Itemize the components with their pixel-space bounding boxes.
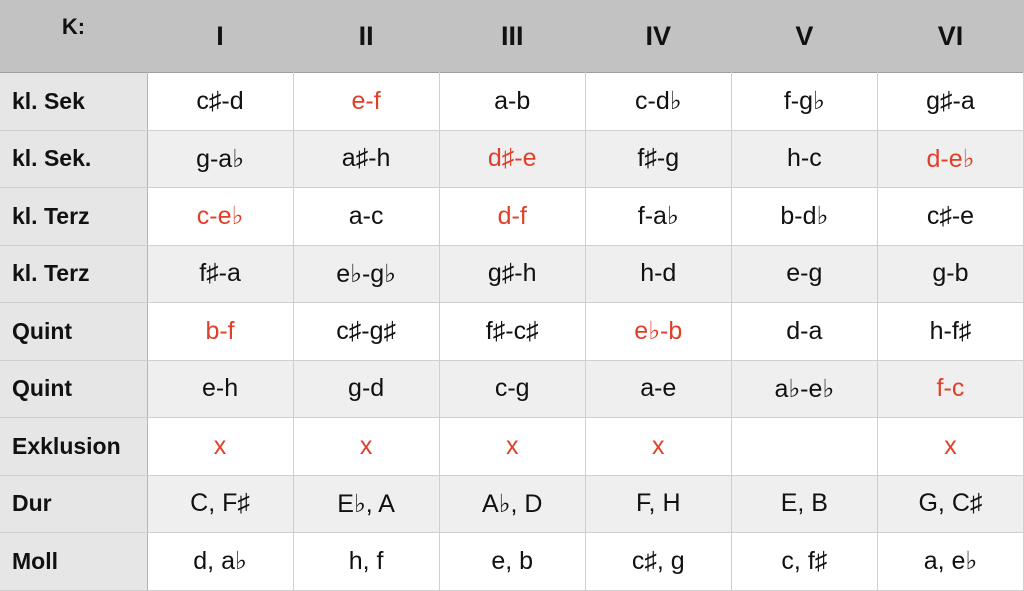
table-row: kl. Terz f♯-a e♭-g♭ g♯-h h-d e-g g-b <box>0 244 1024 303</box>
table-cell: h-f♯ <box>876 302 1024 361</box>
table-cell: a-c <box>292 187 440 246</box>
table-cell: d, a♭ <box>146 532 294 591</box>
table-cell: a-b <box>438 72 586 131</box>
table-cell: g-a♭ <box>146 129 294 188</box>
table-cell: x <box>292 417 440 476</box>
table-cell: F, H <box>584 474 732 533</box>
table-row: kl. Sek. g-a♭ a♯-h d♯-e f♯-g h-c d-e♭ <box>0 129 1024 188</box>
table-cell: b-f <box>146 302 294 361</box>
row-label: Moll <box>0 532 148 591</box>
table-cell: x <box>146 417 294 476</box>
table-cell: c-d♭ <box>584 72 732 131</box>
table-cell: e-h <box>146 359 294 418</box>
column-header: IV <box>585 0 732 73</box>
row-label: kl. Sek. <box>0 129 148 188</box>
table-cell: E, B <box>730 474 878 533</box>
table-row: Quint e-h g-d c-g a-e a♭-e♭ f-c <box>0 359 1024 418</box>
table-cell: a, e♭ <box>876 532 1024 591</box>
table-cell: c, f♯ <box>730 532 878 591</box>
table-cell: C, F♯ <box>146 474 294 533</box>
table-cell: G, C♯ <box>876 474 1024 533</box>
row-label: Quint <box>0 302 148 361</box>
table-cell <box>730 417 878 476</box>
table-cell: b-d♭ <box>730 187 878 246</box>
column-header: III <box>439 0 586 73</box>
table-cell: e-f <box>292 72 440 131</box>
table-cell: d-e♭ <box>876 129 1024 188</box>
table-cell: f-g♭ <box>730 72 878 131</box>
table-cell: a♯-h <box>292 129 440 188</box>
table-row: Dur C, F♯ E♭, A A♭, D F, H E, B G, C♯ <box>0 474 1024 533</box>
table-cell: d-a <box>730 302 878 361</box>
row-label: kl. Terz <box>0 244 148 303</box>
row-label: Quint <box>0 359 148 418</box>
table-cell: c♯-e <box>876 187 1024 246</box>
table-cell: e, b <box>438 532 586 591</box>
table-cell: g♯-a <box>876 72 1024 131</box>
corner-header: K: <box>0 0 147 73</box>
table-cell: g-b <box>876 244 1024 303</box>
table-cell: a-e <box>584 359 732 418</box>
table-cell: f♯-c♯ <box>438 302 586 361</box>
table-cell: e-g <box>730 244 878 303</box>
table-cell: c-e♭ <box>146 187 294 246</box>
table-cell: d-f <box>438 187 586 246</box>
table-row: kl. Sek c♯-d e-f a-b c-d♭ f-g♭ g♯-a <box>0 72 1024 131</box>
table-cell: h-c <box>730 129 878 188</box>
table-cell: c♯-d <box>146 72 294 131</box>
table-cell: f-a♭ <box>584 187 732 246</box>
table-cell: E♭, A <box>292 474 440 533</box>
table-cell: a♭-e♭ <box>730 359 878 418</box>
table-row: Moll d, a♭ h, f e, b c♯, g c, f♯ a, e♭ <box>0 532 1024 591</box>
column-header: V <box>731 0 878 73</box>
table-cell: h, f <box>292 532 440 591</box>
table-cell: d♯-e <box>438 129 586 188</box>
table-cell: c♯, g <box>584 532 732 591</box>
table-cell: x <box>584 417 732 476</box>
row-label: kl. Sek <box>0 72 148 131</box>
table-cell: f♯-g <box>584 129 732 188</box>
row-label: Dur <box>0 474 148 533</box>
column-header: VI <box>877 0 1024 73</box>
table-row: Exklusion x x x x x <box>0 417 1024 476</box>
table-row: kl. Terz c-e♭ a-c d-f f-a♭ b-d♭ c♯-e <box>0 187 1024 246</box>
row-label: kl. Terz <box>0 187 148 246</box>
table-cell: f-c <box>876 359 1024 418</box>
table-cell: f♯-a <box>146 244 294 303</box>
table-cell: x <box>438 417 586 476</box>
table-cell: c-g <box>438 359 586 418</box>
table-cell: g♯-h <box>438 244 586 303</box>
table-cell: c♯-g♯ <box>292 302 440 361</box>
row-label: Exklusion <box>0 417 148 476</box>
table-row: Quint b-f c♯-g♯ f♯-c♯ e♭-b d-a h-f♯ <box>0 302 1024 361</box>
table-cell: A♭, D <box>438 474 586 533</box>
column-header: II <box>293 0 440 73</box>
header-row: K: I II III IV V VI <box>0 0 1024 73</box>
table-cell: x <box>876 417 1024 476</box>
table-cell: e♭-b <box>584 302 732 361</box>
table-cell: e♭-g♭ <box>292 244 440 303</box>
table-cell: g-d <box>292 359 440 418</box>
table-cell: h-d <box>584 244 732 303</box>
column-header: I <box>147 0 294 73</box>
